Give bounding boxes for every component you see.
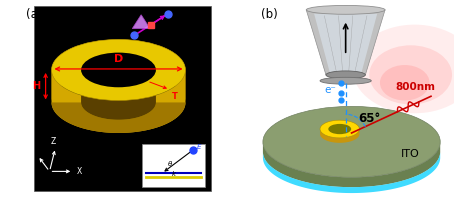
Polygon shape <box>320 129 359 143</box>
Text: (a): (a) <box>26 8 42 21</box>
Text: X: X <box>77 167 82 176</box>
Text: E: E <box>197 144 201 150</box>
Ellipse shape <box>328 124 351 134</box>
Polygon shape <box>81 53 156 102</box>
Polygon shape <box>314 14 377 73</box>
Text: 65°: 65° <box>358 112 381 125</box>
Text: D: D <box>114 54 123 64</box>
Polygon shape <box>81 70 156 120</box>
Ellipse shape <box>353 25 474 113</box>
Text: $\theta$: $\theta$ <box>167 159 173 168</box>
Text: Y: Y <box>29 146 34 155</box>
Ellipse shape <box>380 65 429 100</box>
Text: PEEM: PEEM <box>330 0 361 2</box>
Ellipse shape <box>369 45 452 104</box>
Text: H: H <box>33 81 41 91</box>
Text: ITO: ITO <box>401 149 420 159</box>
Text: Z: Z <box>51 137 56 146</box>
Text: T: T <box>172 92 178 100</box>
Text: k: k <box>172 171 176 177</box>
Polygon shape <box>52 102 185 133</box>
Text: e⁻: e⁻ <box>324 85 336 95</box>
Ellipse shape <box>81 53 156 87</box>
Text: (b): (b) <box>261 8 278 21</box>
Polygon shape <box>52 70 185 133</box>
Polygon shape <box>52 39 185 102</box>
Ellipse shape <box>306 5 385 14</box>
Ellipse shape <box>326 71 365 79</box>
Polygon shape <box>263 142 440 187</box>
Ellipse shape <box>320 120 359 138</box>
Ellipse shape <box>263 106 440 177</box>
Ellipse shape <box>320 77 371 84</box>
Text: 800nm: 800nm <box>395 82 435 92</box>
Polygon shape <box>263 152 440 193</box>
Ellipse shape <box>52 39 185 100</box>
Polygon shape <box>306 10 385 75</box>
Bar <box>142 144 205 187</box>
Polygon shape <box>132 15 150 29</box>
